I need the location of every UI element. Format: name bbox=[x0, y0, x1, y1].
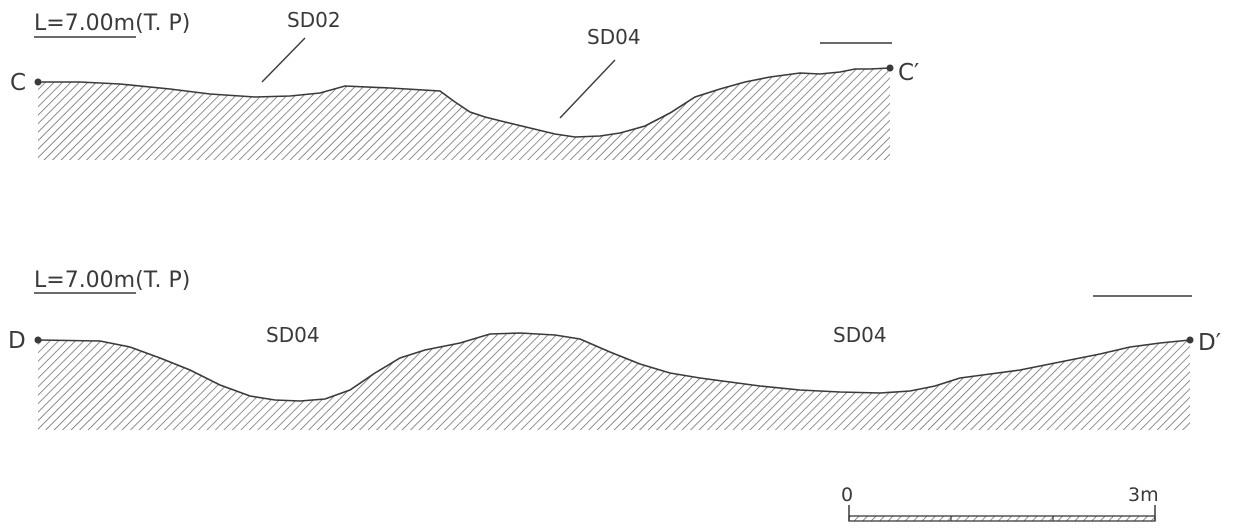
ground-surface-c bbox=[38, 67, 891, 138]
ground-profile-c bbox=[38, 68, 890, 160]
leader-line-sd02 bbox=[261, 37, 306, 83]
point-label-d-end: D′ bbox=[1198, 330, 1221, 356]
point-marker-c-start bbox=[34, 78, 42, 86]
scale-label-start: 0 bbox=[841, 484, 853, 506]
point-label-c-end: C′ bbox=[898, 60, 919, 86]
datum-label-c: L=7.00m(T. P) bbox=[34, 11, 190, 36]
scale-label-end: 3m bbox=[1128, 484, 1159, 506]
feature-label-sd04-d-right: SD04 bbox=[833, 323, 887, 347]
point-marker-d-start bbox=[34, 336, 42, 344]
point-label-c-start: C bbox=[10, 70, 26, 96]
ground-surface-d bbox=[37, 332, 1191, 402]
feature-label-sd04-c: SD04 bbox=[587, 25, 641, 49]
point-marker-d-end bbox=[1186, 336, 1194, 344]
section-d: L=7.00m(T. P) D D′ SD04 SD04 bbox=[8, 268, 1221, 430]
scale-bar-body bbox=[848, 515, 1156, 522]
feature-label-sd02: SD02 bbox=[287, 8, 341, 32]
point-marker-c-end bbox=[886, 64, 894, 72]
scale-bar: 0 3m bbox=[841, 484, 1159, 522]
leader-line-sd04-c bbox=[559, 59, 616, 119]
section-c: L=7.00m(T. P) C C′ SD02 SD04 bbox=[10, 8, 919, 160]
point-label-d-start: D bbox=[8, 328, 26, 354]
ground-profile-d bbox=[38, 333, 1190, 430]
feature-label-sd04-d-left: SD04 bbox=[266, 323, 320, 347]
datum-label-d: L=7.00m(T. P) bbox=[34, 268, 190, 293]
